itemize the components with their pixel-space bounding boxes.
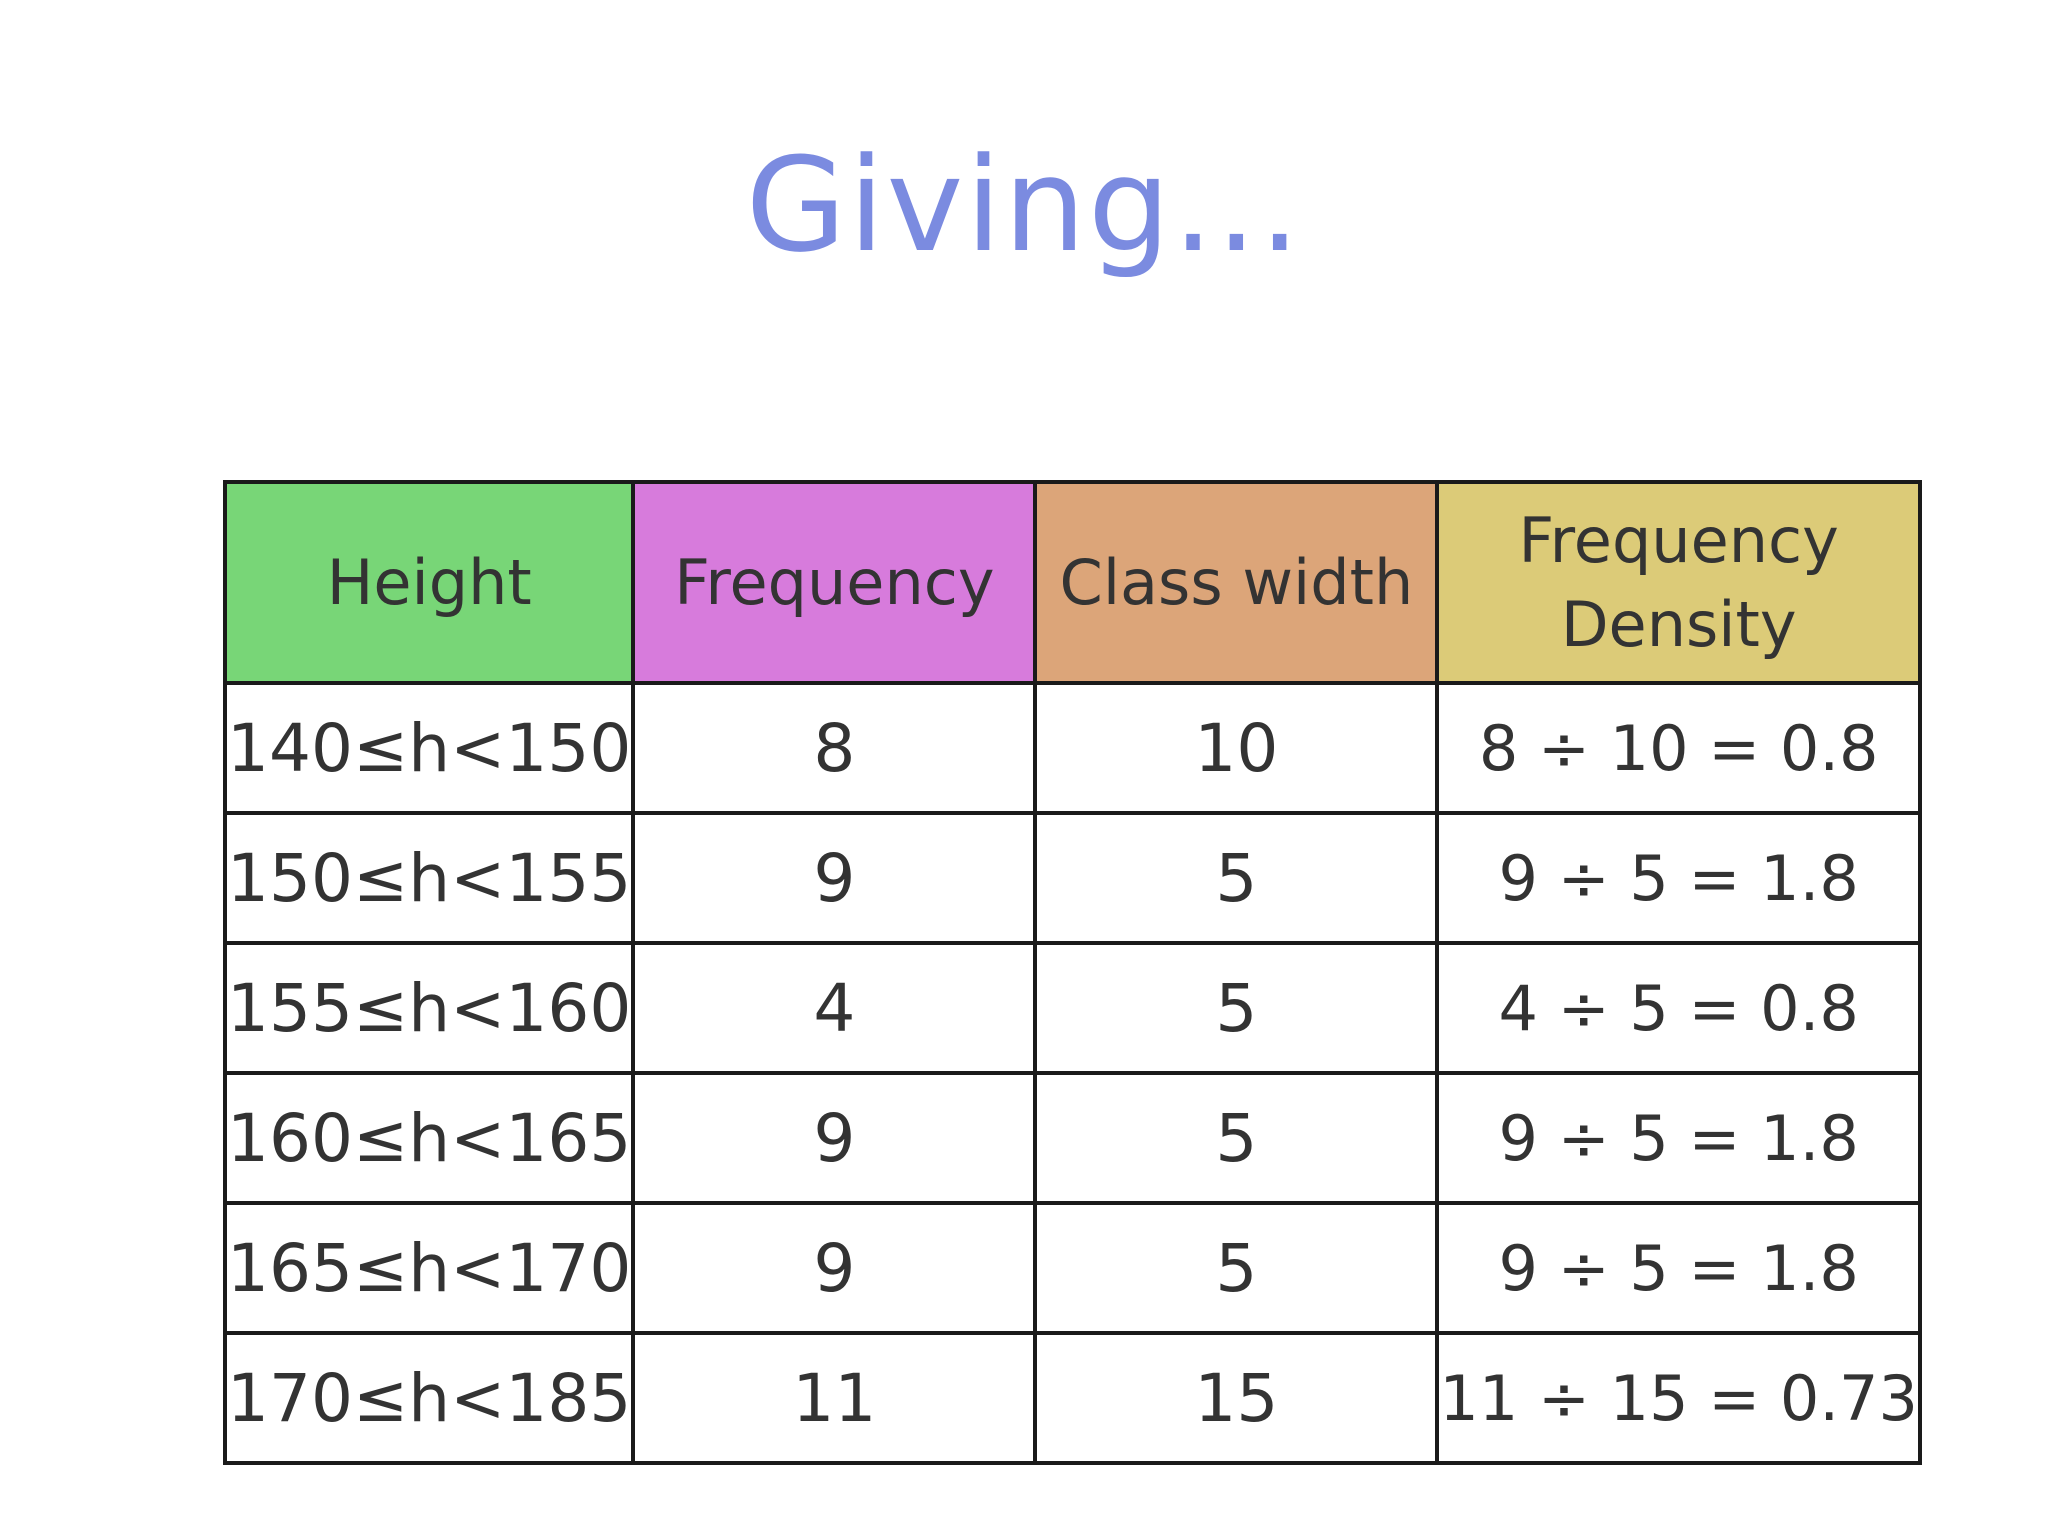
header-frequency: Frequency	[631, 480, 1038, 685]
table-row: 140≤h<150 8 10 8 ÷ 10 = 0.8	[222, 681, 1922, 815]
cell-frequency: 9	[631, 1071, 1038, 1205]
header-class-width: Class width	[1033, 480, 1440, 685]
cell-frequency: 9	[631, 811, 1038, 945]
table-header-row: Height Frequency Class width Frequency D…	[222, 480, 1922, 685]
cell-frequency: 11	[631, 1331, 1038, 1465]
cell-height: 160≤h<165	[222, 1071, 636, 1205]
header-height: Height	[222, 480, 636, 685]
cell-frequency-density: 4 ÷ 5 = 0.8	[1435, 941, 1922, 1075]
cell-class-width: 5	[1033, 1071, 1440, 1205]
table-row: 160≤h<165 9 5 9 ÷ 5 = 1.8	[222, 1071, 1922, 1205]
cell-class-width: 15	[1033, 1331, 1440, 1465]
cell-height: 150≤h<155	[222, 811, 636, 945]
cell-frequency-density: 9 ÷ 5 = 1.8	[1435, 811, 1922, 945]
table-row: 150≤h<155 9 5 9 ÷ 5 = 1.8	[222, 811, 1922, 945]
cell-frequency-density: 8 ÷ 10 = 0.8	[1435, 681, 1922, 815]
cell-class-width: 5	[1033, 941, 1440, 1075]
table-row: 155≤h<160 4 5 4 ÷ 5 = 0.8	[222, 941, 1922, 1075]
cell-frequency-density: 9 ÷ 5 = 1.8	[1435, 1201, 1922, 1335]
cell-frequency-density: 9 ÷ 5 = 1.8	[1435, 1071, 1922, 1205]
cell-frequency-density: 11 ÷ 15 = 0.73	[1435, 1331, 1922, 1465]
cell-frequency: 8	[631, 681, 1038, 815]
page-title: Giving...	[745, 129, 1303, 281]
cell-class-width: 5	[1033, 811, 1440, 945]
cell-class-width: 10	[1033, 681, 1440, 815]
frequency-density-table: Height Frequency Class width Frequency D…	[222, 480, 1922, 1465]
header-frequency-density-line2: Density	[1560, 587, 1797, 661]
header-frequency-density: Frequency Density	[1435, 480, 1922, 685]
cell-height: 155≤h<160	[222, 941, 636, 1075]
table-row: 165≤h<170 9 5 9 ÷ 5 = 1.8	[222, 1201, 1922, 1335]
table-row: 170≤h<185 11 15 11 ÷ 15 = 0.73	[222, 1331, 1922, 1465]
cell-height: 165≤h<170	[222, 1201, 636, 1335]
cell-frequency: 4	[631, 941, 1038, 1075]
cell-class-width: 5	[1033, 1201, 1440, 1335]
cell-frequency: 9	[631, 1201, 1038, 1335]
header-frequency-density-line1: Frequency	[1518, 503, 1839, 577]
cell-height: 140≤h<150	[222, 681, 636, 815]
cell-height: 170≤h<185	[222, 1331, 636, 1465]
